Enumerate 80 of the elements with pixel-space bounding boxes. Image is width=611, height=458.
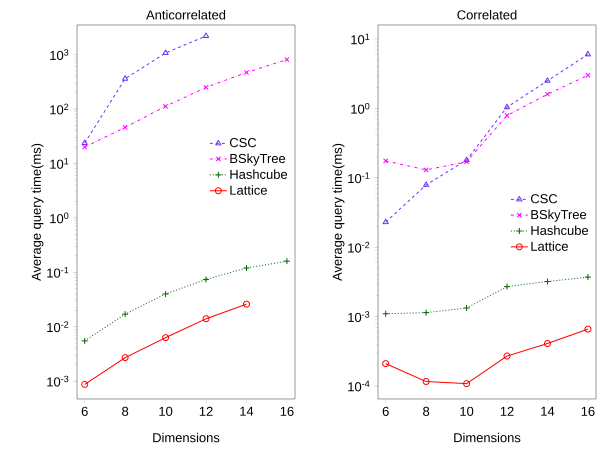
x-tick-label: 6 <box>82 406 88 416</box>
legend-label: BSkyTree <box>531 210 586 222</box>
point <box>422 309 430 316</box>
point <box>202 32 210 38</box>
y-axis-title: Average query time(ms) <box>332 144 344 281</box>
point <box>284 56 290 62</box>
point <box>423 181 430 187</box>
point <box>504 104 510 110</box>
point <box>122 354 129 362</box>
legend-label: Hashcube <box>230 169 288 179</box>
point <box>82 144 88 150</box>
point <box>122 124 128 130</box>
point <box>162 290 170 298</box>
y-axis-title: Average query time(ms) <box>31 144 44 281</box>
x-tick-label: 10 <box>159 406 172 416</box>
y-tick-label: 10$^{-2}$ <box>47 321 68 332</box>
x-tick-label: 12 <box>500 406 514 416</box>
y-tick-label: 10$^{1}$ <box>351 34 370 44</box>
point <box>203 84 209 90</box>
point <box>242 264 250 272</box>
point <box>422 378 430 386</box>
point <box>122 310 129 318</box>
x-tick-label: 8 <box>423 406 430 416</box>
point <box>584 50 592 56</box>
point <box>162 104 168 109</box>
x-tick-label: 6 <box>382 406 389 416</box>
x-tick-label: 16 <box>582 406 595 416</box>
y-tick-label: 10$^{3}$ <box>50 49 68 60</box>
y-tick-label: 10$^{-4}$ <box>348 380 370 392</box>
chart-title: Anticorrelated <box>146 10 226 20</box>
y-tick-label: 10$^{-2}$ <box>348 242 370 253</box>
x-tick-label: 14 <box>240 406 254 416</box>
y-tick-label: 10$^{1}$ <box>50 158 68 169</box>
point <box>162 334 170 342</box>
point <box>544 278 551 286</box>
point <box>122 75 128 81</box>
x-axis-title: Dimensions <box>153 432 220 442</box>
point <box>82 140 88 146</box>
point <box>544 77 551 83</box>
point <box>81 337 88 344</box>
legend-label: BSkyTree <box>230 154 286 166</box>
point <box>244 70 250 76</box>
x-tick-label: 14 <box>541 406 554 416</box>
x-axis-title: Dimensions <box>454 432 520 442</box>
point <box>463 156 470 162</box>
point <box>162 49 169 55</box>
legend-label: CSC <box>230 138 256 148</box>
chart-title: Correlated <box>457 10 516 20</box>
point <box>544 340 551 347</box>
point <box>504 112 510 118</box>
point <box>283 258 290 265</box>
point <box>544 92 550 97</box>
x-tick-label: 10 <box>460 406 474 416</box>
point <box>585 72 591 78</box>
x-tick-label: 8 <box>122 406 128 416</box>
y-tick-label: 10$^{-1}$ <box>348 172 370 184</box>
legend-label: CSC <box>530 194 558 204</box>
legend-label: Lattice <box>230 185 267 195</box>
point <box>584 274 592 281</box>
y-tick-label: 10$^{2}$ <box>50 104 68 114</box>
y-tick-label: 10$^{0}$ <box>50 212 68 224</box>
y-tick-label: 10$^{-1}$ <box>47 266 68 278</box>
point <box>463 304 470 312</box>
point <box>382 218 389 224</box>
legend-label: Lattice <box>531 241 568 251</box>
point <box>202 276 210 283</box>
point <box>504 352 511 360</box>
y-tick-label: 10$^{-3}$ <box>348 311 370 322</box>
point <box>382 310 390 318</box>
point <box>504 283 511 290</box>
point <box>424 167 429 172</box>
y-tick-label: 10$^{0}$ <box>351 102 370 114</box>
point <box>464 159 470 164</box>
point <box>463 380 470 388</box>
point <box>202 315 210 322</box>
legend-label: Hashcube <box>531 226 588 236</box>
y-tick-label: 10$^{-3}$ <box>47 376 68 387</box>
x-tick-label: 12 <box>200 406 213 416</box>
x-tick-label: 16 <box>280 406 294 416</box>
point <box>383 158 388 164</box>
